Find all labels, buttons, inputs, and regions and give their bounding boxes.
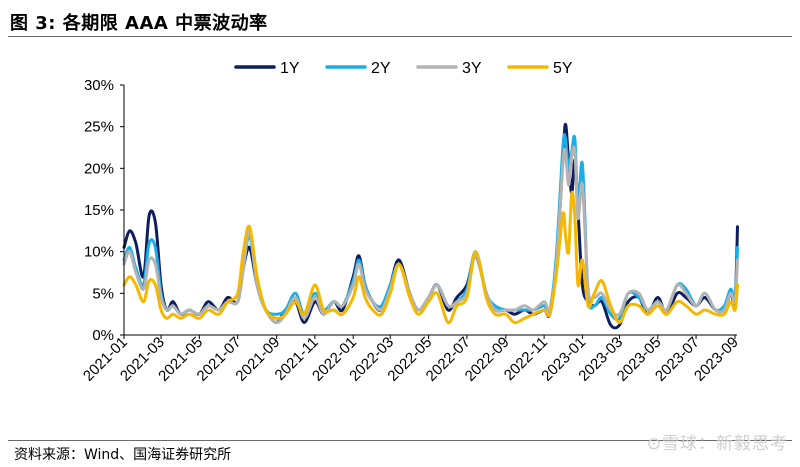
y-tick-label: 20% [84,160,114,177]
legend-label-1Y: 1Y [280,60,300,77]
axis-layer: 0%5%10%15%20%25%30%2021-012021-032021-05… [80,77,742,385]
legend: 1Y 2Y 3Y 5Y [234,60,573,77]
legend-label-2Y: 2Y [371,60,391,77]
y-tick-label: 30% [84,77,114,94]
source-note: 资料来源：Wind、国海证券研究所 [14,447,232,463]
y-tick-label: 5% [92,285,114,302]
watermark: ⊙雪球：新毅思考 [646,434,788,454]
title-divider [8,36,792,37]
figure-title: 图 3: 各期限 AAA 中票波动率 [10,13,268,34]
footer-divider [8,440,792,441]
legend-label-3Y: 3Y [462,60,482,77]
series-line-3Y [122,145,739,325]
y-tick-label: 15% [84,202,114,219]
legend-label-5Y: 5Y [553,60,573,77]
y-tick-label: 25% [84,119,114,136]
y-tick-label: 0% [92,327,114,344]
series-line-5Y [122,190,739,325]
series-layer [122,122,739,330]
volatility-line-chart: 0%5%10%15%20%25%30%2021-012021-032021-05… [80,60,742,385]
y-tick-label: 10% [84,244,114,261]
